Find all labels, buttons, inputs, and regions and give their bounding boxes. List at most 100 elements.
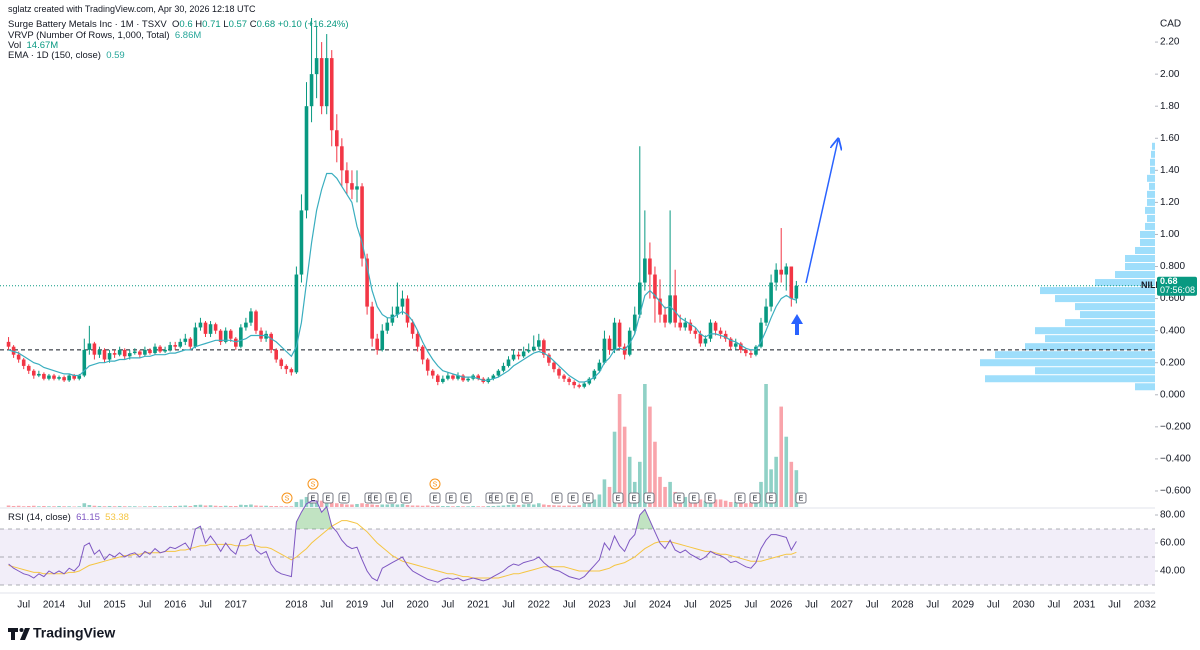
candle-body: [239, 327, 243, 347]
volume-bar: [501, 505, 506, 507]
volume-bar: [107, 505, 112, 507]
event-label: E: [326, 495, 331, 502]
candle-body: [279, 359, 284, 366]
trend-arrow: [805, 140, 838, 284]
candle-body: [602, 338, 607, 363]
volume-bar: [764, 384, 768, 507]
candle-body: [436, 375, 440, 382]
volume-bar: [72, 506, 76, 507]
candle-body: [168, 345, 172, 350]
candle-body: [557, 369, 561, 376]
event-icon: [643, 492, 655, 504]
event-label: E: [342, 495, 347, 502]
candle-body: [218, 330, 223, 342]
candle-body: [516, 354, 521, 357]
event-icon: [370, 492, 382, 504]
volume-bar: [67, 506, 71, 507]
event-label: E: [368, 495, 373, 502]
event-icon: [551, 492, 563, 504]
vrvp-label: VRVP (Number Of Rows, 1,000, Total): [8, 30, 170, 41]
volume-bar: [239, 504, 243, 507]
low: 0.57: [228, 19, 248, 30]
volume-bar: [526, 503, 531, 507]
candle-body: [234, 338, 238, 347]
profile-bar: [1035, 367, 1155, 375]
volume-bar: [143, 506, 147, 507]
vol-value: 14.67M: [26, 40, 59, 51]
event-icon: [673, 492, 685, 504]
x-tick-label: 2020: [406, 600, 429, 611]
profile-bar: [1135, 246, 1155, 254]
volume-bar: [789, 461, 794, 507]
event-icon: [429, 478, 441, 490]
y-tick-label: 0.200: [1160, 357, 1185, 368]
candle-body: [754, 346, 758, 355]
candle-body: [52, 375, 56, 379]
candle-body: [21, 359, 26, 366]
candle-body: [511, 354, 516, 360]
volume-bar: [208, 505, 213, 507]
candle-body: [491, 375, 496, 379]
rsi-tick-label: 80.00: [1160, 510, 1185, 521]
candle-body: [451, 375, 455, 379]
price-badge-value: 0.68: [1160, 276, 1178, 286]
candle-body: [577, 385, 581, 387]
candle-body: [430, 370, 435, 376]
y-tick-label: −0.400: [1160, 454, 1191, 465]
rsi-line: [8, 500, 797, 583]
volume-bar: [627, 456, 632, 507]
ema-line: [8, 172, 797, 383]
event-icon: [688, 492, 700, 504]
volume-bar: [249, 504, 253, 507]
volume-bar: [213, 505, 218, 507]
symbol: Surge Battery Metals Inc · 1M · TSXV: [8, 19, 167, 30]
volume-bar: [506, 504, 511, 507]
event-icon: [281, 492, 293, 504]
x-tick-label: 2032: [1134, 600, 1157, 611]
y-tick-label: 1.20: [1160, 197, 1180, 208]
event-label: E: [555, 495, 560, 502]
volume-bar: [163, 506, 167, 507]
candle-body: [370, 306, 374, 339]
volume-bar: [259, 505, 263, 507]
candle-body: [138, 351, 142, 355]
volume-bar: [57, 505, 61, 507]
x-tick-label: Jul: [1048, 600, 1061, 611]
volume-bar: [168, 505, 172, 507]
rsi-ma-line: [8, 520, 797, 579]
volume-bar: [451, 506, 455, 507]
candle-body: [82, 349, 87, 376]
volume-bar: [390, 503, 395, 507]
volume-bar: [486, 505, 491, 507]
volume-bar: [562, 505, 566, 507]
volume-bar: [375, 504, 379, 507]
candle-body: [552, 362, 556, 370]
candle-body: [360, 186, 364, 259]
profile-bar: [1075, 303, 1155, 311]
volume-bar: [16, 505, 21, 507]
event-icon: [749, 492, 761, 504]
profile-bar: [1140, 230, 1155, 238]
candle-body: [410, 322, 415, 334]
candle-body: [446, 375, 450, 379]
event-label: E: [389, 495, 394, 502]
candle-body: [733, 343, 738, 347]
volume-bar: [436, 505, 440, 507]
y-tick-label: 1.60: [1160, 133, 1180, 144]
candle-body: [658, 298, 662, 315]
volume-bar: [703, 500, 708, 507]
event-label: E: [489, 495, 494, 502]
volume-bar: [244, 504, 248, 507]
event-icon: [491, 492, 503, 504]
candle-body: [385, 322, 390, 331]
volume-bar: [11, 505, 16, 507]
candle-body: [547, 354, 551, 363]
volume-bar: [254, 505, 258, 507]
event-icon: [385, 492, 397, 504]
candle-body: [188, 338, 193, 347]
volume-bar: [461, 506, 465, 507]
volume-bar: [547, 504, 551, 507]
candle-body: [718, 330, 723, 334]
candle-body: [663, 314, 667, 323]
